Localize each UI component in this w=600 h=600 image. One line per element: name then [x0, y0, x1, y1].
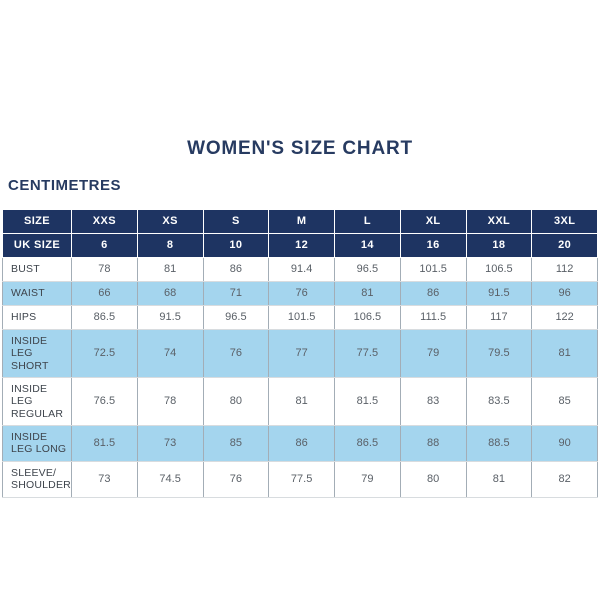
measurement-value-cell: 101.5: [399, 256, 467, 282]
measurement-value-cell: 117: [465, 304, 533, 330]
size-chart-header: SIZE XXS XS S M L XL XXL 3XL UK SIZE 6 8 10 12 14 16 18 2…: [2, 209, 598, 258]
unit-label: CENTIMETRES: [8, 177, 122, 194]
uk-size-value-cell: 20: [531, 232, 598, 258]
measurement-value-cell: 78: [136, 376, 204, 427]
measurement-value-cell: 81: [268, 376, 335, 427]
measurement-value-cell: 66: [71, 280, 138, 306]
measurement-value-cell: 74: [136, 328, 204, 378]
measurement-value-cell: 91.4: [268, 256, 335, 282]
measurement-value-cell: 80: [399, 460, 467, 498]
measurement-value-cell: 96.5: [202, 304, 270, 330]
measurement-value-cell: 91.5: [136, 304, 204, 330]
measurement-value-cell: 86: [268, 425, 335, 462]
size-chart-body: BUST 78 81 86 91.4 96.5 101.5 106.5 112 WAIST 66 68…: [2, 256, 598, 498]
size-column-header: XS: [136, 209, 204, 234]
size-column-header: 3XL: [531, 209, 598, 234]
size-chart-page: WOMEN'S SIZE CHART CENTIMETRES SIZE XXS XS…: [2, 138, 598, 498]
measurement-value-cell: 76: [268, 280, 335, 306]
measurement-value-cell: 101.5: [268, 304, 335, 330]
uk-size-value-cell: 14: [334, 232, 401, 258]
measurement-value-cell: 80: [202, 376, 270, 427]
size-column-header: XXL: [465, 209, 533, 234]
measurement-value-cell: 81: [465, 460, 533, 498]
uk-size-value-cell: 10: [202, 232, 270, 258]
size-column-header: XL: [399, 209, 467, 234]
size-header-row: SIZE XXS XS S M L XL XXL 3XL: [2, 209, 598, 234]
uk-size-row-label: UK SIZE: [2, 232, 72, 258]
measurement-value-cell: 77.5: [334, 328, 401, 378]
measurement-row: SLEEVE/ SHOULDER 73 74.5 76 77.5 79 80 81 82: [2, 460, 598, 498]
measurement-value-cell: 86.5: [71, 304, 138, 330]
size-chart-table: SIZE XXS XS S M L XL XXL 3XL UK SIZE 6 8 10 12 14 16 18 2…: [2, 209, 598, 498]
uk-size-value-cell: 18: [465, 232, 533, 258]
measurement-value-cell: 122: [531, 304, 598, 330]
measurement-value-cell: 81.5: [71, 425, 138, 462]
measurement-row-label: INSIDE LEG REGULAR: [2, 376, 72, 427]
measurement-value-cell: 111.5: [399, 304, 467, 330]
measurement-value-cell: 73: [136, 425, 204, 462]
measurement-row: INSIDE LEG REGULAR 76.5 78 80 81 81.5 83 83.5 85: [2, 376, 598, 427]
measurement-value-cell: 76.5: [71, 376, 138, 427]
measurement-value-cell: 81.5: [334, 376, 401, 427]
measurement-value-cell: 106.5: [334, 304, 401, 330]
measurement-value-cell: 85: [531, 376, 598, 427]
measurement-value-cell: 79: [399, 328, 467, 378]
measurement-value-cell: 90: [531, 425, 598, 462]
measurement-value-cell: 76: [202, 328, 270, 378]
uk-size-value-cell: 16: [399, 232, 467, 258]
measurement-row-label: BUST: [2, 256, 72, 282]
measurement-row: INSIDE LEG LONG 81.5 73 85 86 86.5 88 88.5 90: [2, 425, 598, 462]
measurement-row: WAIST 66 68 71 76 81 86 91.5 96: [2, 280, 598, 306]
size-column-header: L: [334, 209, 401, 234]
measurement-value-cell: 74.5: [136, 460, 204, 498]
measurement-value-cell: 85: [202, 425, 270, 462]
measurement-value-cell: 68: [136, 280, 204, 306]
page-title: WOMEN'S SIZE CHART: [187, 138, 413, 159]
measurement-value-cell: 88.5: [465, 425, 533, 462]
measurement-value-cell: 71: [202, 280, 270, 306]
measurement-value-cell: 73: [71, 460, 138, 498]
uk-size-value-cell: 8: [136, 232, 204, 258]
uk-size-row: UK SIZE 6 8 10 12 14 16 18 20: [2, 232, 598, 258]
measurement-row-label: SLEEVE/ SHOULDER: [2, 460, 72, 498]
measurement-row-label: INSIDE LEG LONG: [2, 425, 72, 462]
measurement-value-cell: 81: [136, 256, 204, 282]
measurement-value-cell: 72.5: [71, 328, 138, 378]
measurement-value-cell: 96: [531, 280, 598, 306]
size-column-header: S: [202, 209, 270, 234]
measurement-value-cell: 81: [334, 280, 401, 306]
measurement-value-cell: 86: [399, 280, 467, 306]
measurement-row: INSIDE LEG SHORT 72.5 74 76 77 77.5 79 79.5 81: [2, 328, 598, 378]
measurement-value-cell: 82: [531, 460, 598, 498]
measurement-value-cell: 88: [399, 425, 467, 462]
size-column-header: M: [268, 209, 335, 234]
measurement-value-cell: 83: [399, 376, 467, 427]
measurement-row-label: WAIST: [2, 280, 72, 306]
measurement-row-label: HIPS: [2, 304, 72, 330]
measurement-value-cell: 79: [334, 460, 401, 498]
measurement-value-cell: 91.5: [465, 280, 533, 306]
measurement-value-cell: 78: [71, 256, 138, 282]
measurement-value-cell: 77: [268, 328, 335, 378]
measurement-value-cell: 112: [531, 256, 598, 282]
measurement-value-cell: 106.5: [465, 256, 533, 282]
measurement-value-cell: 76: [202, 460, 270, 498]
measurement-value-cell: 79.5: [465, 328, 533, 378]
measurement-value-cell: 86.5: [334, 425, 401, 462]
measurement-value-cell: 77.5: [268, 460, 335, 498]
measurement-value-cell: 96.5: [334, 256, 401, 282]
measurement-value-cell: 81: [531, 328, 598, 378]
measurement-row: BUST 78 81 86 91.4 96.5 101.5 106.5 112: [2, 256, 598, 282]
measurement-value-cell: 86: [202, 256, 270, 282]
measurement-row: HIPS 86.5 91.5 96.5 101.5 106.5 111.5 117 122: [2, 304, 598, 330]
size-column-header: XXS: [71, 209, 138, 234]
measurement-value-cell: 83.5: [465, 376, 533, 427]
uk-size-value-cell: 12: [268, 232, 335, 258]
uk-size-value-cell: 6: [71, 232, 138, 258]
size-column-corner-header: SIZE: [2, 209, 72, 234]
measurement-row-label: INSIDE LEG SHORT: [2, 328, 72, 378]
